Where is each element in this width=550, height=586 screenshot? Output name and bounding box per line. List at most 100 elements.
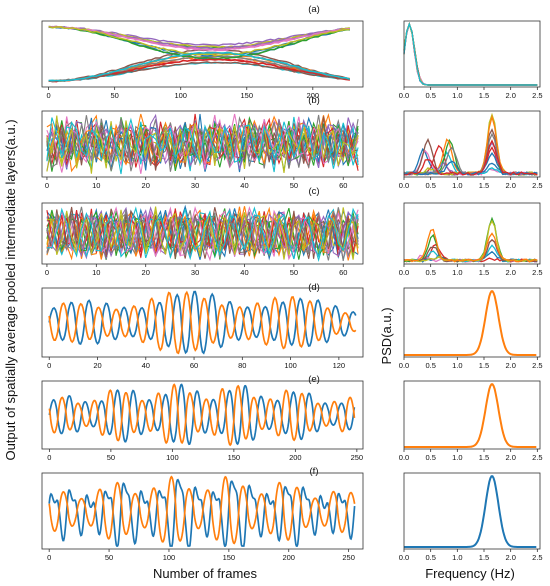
psd-x-tick-label: 2.0 [505, 453, 515, 462]
psd-axes-frame [403, 472, 541, 550]
time-x-tick-label: 20 [93, 361, 101, 370]
psd-line [403, 22, 538, 86]
psd-x-tick-label: 2.5 [532, 361, 542, 370]
time-x-tick-label: 200 [289, 453, 302, 462]
panel-f: (f) 0 50 100 150 200 250 0.0 0.5 1.0 1.5 2.0 2.5 [41, 466, 543, 562]
time-series-plot [46, 112, 359, 175]
psd-line [403, 228, 538, 263]
time-axes-frame [41, 380, 364, 450]
psd-axes-frame [403, 202, 541, 265]
time-x-tick-label: 200 [282, 553, 295, 562]
panel-label: (d) [308, 282, 320, 293]
panel-d: (d) 0 20 40 60 80 100 120 0.0 0.5 1.0 1.5 2.0 2.5 [41, 282, 543, 370]
time-x-tick-label: 10 [92, 181, 100, 190]
psd-x-tick-label: 2.0 [505, 553, 515, 562]
time-x-tick-label: 80 [238, 361, 246, 370]
time-x-tick-label: 0 [47, 91, 51, 100]
psd-plot [404, 475, 537, 548]
time-x-tick-label: 100 [163, 553, 176, 562]
psd-line [403, 216, 538, 263]
psd-x-tick-label: 1.5 [479, 91, 489, 100]
psd-x-tick-label: 0.0 [399, 268, 409, 277]
time-x-tick-label: 50 [290, 268, 298, 277]
time-x-tick-label: 120 [333, 361, 346, 370]
psd-x-tick-label: 1.5 [479, 181, 489, 190]
time-x-tick-label: 150 [223, 553, 236, 562]
psd-x-tick-label: 2.5 [532, 181, 542, 190]
time-x-tick-label: 50 [110, 91, 118, 100]
time-x-tick-label: 200 [307, 91, 320, 100]
psd-axes-frame [403, 380, 541, 450]
panel-label: (b) [308, 95, 320, 106]
psd-line [403, 22, 538, 86]
panel-label: (c) [308, 186, 319, 197]
psd-x-tick-label: 0.5 [425, 181, 435, 190]
series-line [46, 114, 359, 172]
psd-line [403, 22, 538, 86]
time-x-tick-label: 40 [240, 268, 248, 277]
series-line [48, 51, 351, 82]
time-x-tick-label: 60 [339, 268, 347, 277]
time-series-plot [48, 25, 351, 83]
psd-line [403, 22, 538, 86]
panel-c: (c) 0 10 20 30 40 50 60 0.0 0.5 1.0 1.5 2.0 2.5 [41, 186, 543, 277]
time-axes-frame [41, 472, 364, 550]
psd-x-tick-label: 0.5 [425, 453, 435, 462]
time-x-tick-label: 40 [240, 181, 248, 190]
psd-line [403, 22, 538, 86]
time-x-tick-label: 10 [92, 268, 100, 277]
time-series-plot [48, 290, 357, 355]
psd-x-tick-label: 2.5 [532, 453, 542, 462]
psd-x-tick-label: 0.0 [399, 361, 409, 370]
time-x-tick-label: 50 [105, 553, 113, 562]
psd-x-tick-label: 1.5 [479, 553, 489, 562]
time-x-tick-label: 0 [45, 268, 49, 277]
series-line [48, 61, 350, 82]
psd-plot [404, 383, 537, 448]
psd-x-tick-label: 0.0 [399, 453, 409, 462]
psd-line [403, 21, 538, 86]
psd-x-tick-label: 0.5 [425, 361, 435, 370]
psd-x-tick-label: 1.0 [452, 453, 462, 462]
x-axis-label-frequency: Frequency (Hz) [425, 566, 515, 581]
psd-axes-frame [403, 20, 541, 88]
psd-x-tick-label: 2.0 [505, 91, 515, 100]
psd-x-tick-label: 2.0 [505, 361, 515, 370]
time-x-tick-label: 250 [351, 453, 364, 462]
psd-line [403, 132, 538, 176]
psd-line [403, 114, 538, 176]
time-x-tick-label: 0 [47, 553, 51, 562]
panel-label: (a) [308, 4, 320, 15]
psd-line [403, 22, 538, 86]
psd-axes-frame [403, 287, 541, 358]
time-x-tick-label: 250 [342, 553, 355, 562]
series-line [48, 25, 350, 57]
panel-e: (e) 0 50 100 150 200 250 0.0 0.5 1.0 1.5 2.0 2.5 [41, 374, 543, 462]
psd-x-tick-label: 2.5 [532, 553, 542, 562]
panel-label: (e) [308, 374, 320, 385]
psd-line [403, 238, 538, 263]
time-x-tick-label: 50 [290, 181, 298, 190]
series-line [46, 206, 359, 260]
psd-plot [403, 216, 538, 263]
psd-line [403, 22, 538, 86]
psd-line [403, 22, 538, 86]
psd-x-tick-label: 1.0 [452, 361, 462, 370]
psd-plot [403, 112, 538, 176]
psd-x-tick-label: 2.0 [505, 268, 515, 277]
psd-line [403, 22, 538, 86]
psd-plot [404, 290, 537, 356]
series-line [46, 206, 359, 258]
time-x-tick-label: 150 [228, 453, 241, 462]
series-line [46, 118, 359, 173]
psd-line [403, 22, 538, 86]
psd-line [403, 22, 538, 86]
time-x-tick-label: 0 [47, 361, 51, 370]
psd-x-tick-label: 1.5 [479, 453, 489, 462]
time-axes-frame [41, 110, 364, 178]
psd-line-blue [404, 475, 537, 548]
series-line-orange [48, 475, 356, 545]
psd-line [403, 128, 538, 176]
psd-x-tick-label: 0.5 [425, 268, 435, 277]
series-line-blue [48, 290, 357, 355]
